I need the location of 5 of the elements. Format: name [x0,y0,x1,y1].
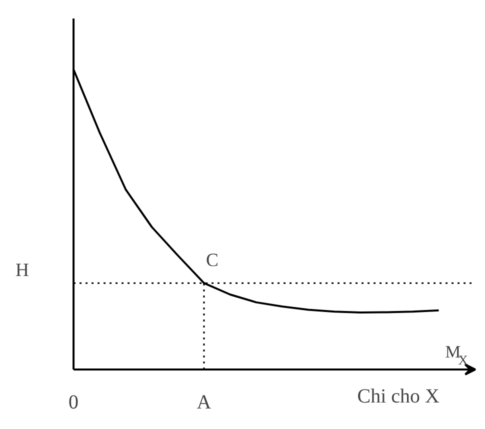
ref-line-label: H [16,260,30,282]
annotation: C [206,250,218,272]
x-axis-title: Chi cho X [357,386,440,408]
x-tick-label: 0 [68,392,79,414]
x-tick-label: A [196,392,212,414]
